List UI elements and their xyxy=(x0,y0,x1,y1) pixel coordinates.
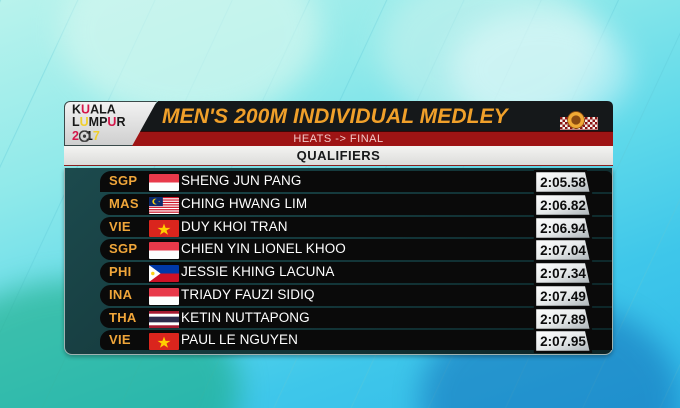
svg-text:2:07.04: 2:07.04 xyxy=(540,243,586,258)
svg-text:2:07.49: 2:07.49 xyxy=(540,289,586,304)
svg-text:2:05.58: 2:05.58 xyxy=(540,175,586,190)
svg-text:2:06.82: 2:06.82 xyxy=(540,198,586,213)
svg-text:2:07.34: 2:07.34 xyxy=(540,266,586,281)
svg-text:2:07.89: 2:07.89 xyxy=(540,312,586,327)
svg-text:2:07.95: 2:07.95 xyxy=(540,334,586,349)
svg-text:2:06.94: 2:06.94 xyxy=(540,221,586,236)
